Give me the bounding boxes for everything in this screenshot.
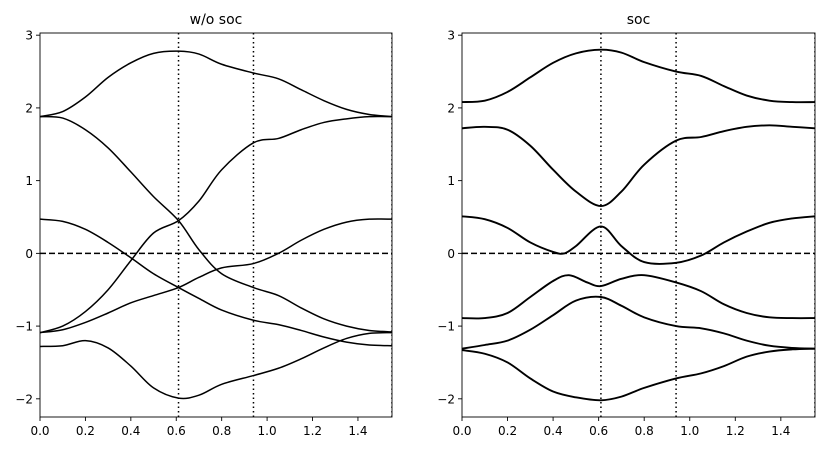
y-tick-label: 1 <box>25 174 33 188</box>
band-line-4 <box>462 274 815 320</box>
y-tick-label: 1 <box>447 174 455 188</box>
band-line-2 <box>40 115 392 333</box>
y-tick-label: −1 <box>437 320 455 334</box>
y-tick-label: 3 <box>447 29 455 43</box>
band-line-6 <box>40 331 392 400</box>
chart-title: w/o soc <box>190 12 243 28</box>
x-tick-label: 1.2 <box>726 424 745 438</box>
chart-panel-2: 0.0 0.2 0.4 0.6 0.8 1.0 1.2 1.4 −2 −1 0 1 2 3 soc <box>437 12 816 438</box>
band-line-3 <box>462 215 815 265</box>
band-line-6 <box>462 347 815 402</box>
x-tick-label: 0.2 <box>498 424 517 438</box>
y-tick-label: −2 <box>437 392 455 406</box>
band-line-1 <box>40 50 392 118</box>
band-line-5 <box>462 295 815 350</box>
chart-title: soc <box>627 12 651 28</box>
x-tick-label: 1.4 <box>348 424 367 438</box>
band-line-3 <box>40 218 392 347</box>
band-line-2 <box>462 124 815 208</box>
x-tick-label: 0.6 <box>589 424 608 438</box>
y-tick-label: −2 <box>15 392 33 406</box>
x-tick-label: 1.2 <box>303 424 322 438</box>
plot-area <box>462 33 815 417</box>
band-line-4 <box>40 115 392 334</box>
x-tick-label: 0.2 <box>76 424 95 438</box>
y-tick-label: 0 <box>447 247 455 261</box>
x-tick-label: 1.0 <box>680 424 699 438</box>
x-tick-label: 1.4 <box>771 424 790 438</box>
y-tick-label: 0 <box>25 247 33 261</box>
band-line-1 <box>462 48 815 104</box>
x-tick-label: 0.4 <box>121 424 140 438</box>
x-tick-label: 0.6 <box>167 424 186 438</box>
y-tick-label: 3 <box>25 29 33 43</box>
y-tick-label: 2 <box>447 101 455 115</box>
band-line-5 <box>40 218 392 334</box>
chart-panel-1: 0.0 0.2 0.4 0.6 0.8 1.0 1.2 1.4 −2 −1 0 1 2 3 w/o soc <box>15 12 393 438</box>
axes-frame <box>39 32 393 418</box>
x-tick-label: 0.0 <box>452 424 471 438</box>
x-tick-label: 0.8 <box>212 424 231 438</box>
y-tick-label: −1 <box>15 320 33 334</box>
x-tick-label: 0.0 <box>30 424 49 438</box>
axes-frame <box>461 32 816 418</box>
x-tick-label: 0.4 <box>544 424 563 438</box>
y-tick-label: 2 <box>25 101 33 115</box>
x-tick-label: 0.8 <box>635 424 654 438</box>
plot-area <box>40 33 392 417</box>
x-tick-label: 1.0 <box>258 424 277 438</box>
